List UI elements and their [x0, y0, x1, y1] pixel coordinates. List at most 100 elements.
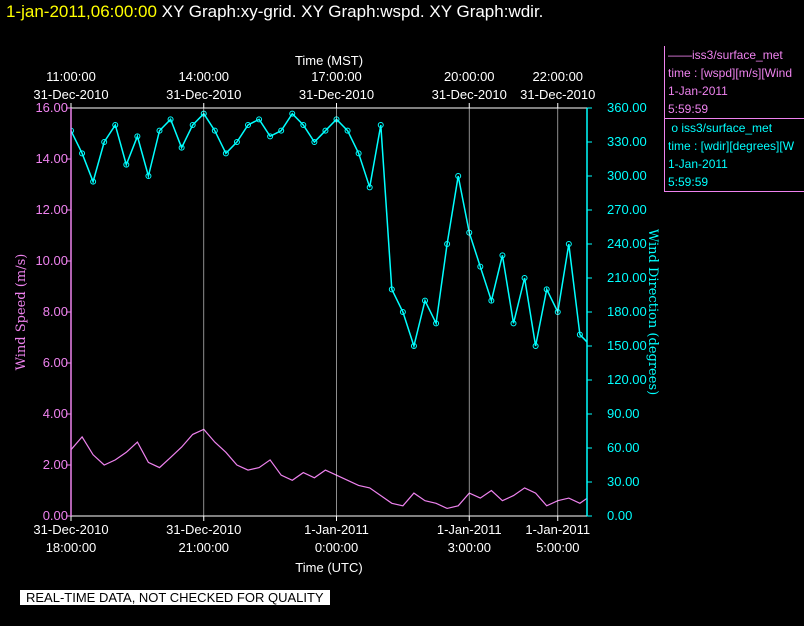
- x-bottom-tick-date-4: 1-Jan-2011: [525, 522, 590, 537]
- wdir-point-32: [422, 297, 428, 304]
- wdir-point-41: [521, 275, 528, 281]
- y-right-tick-label-11: 330.00: [607, 134, 647, 149]
- axis-top: 11:00:00 31-Dec-2010 14:00:00 31-Dec-2010 17…: [33, 69, 595, 108]
- y-right-tick-label-8: 240.00: [607, 236, 647, 251]
- axis-bottom-label: Time (UTC): [295, 560, 362, 575]
- y-left-tick-label-2: 4.00: [43, 406, 68, 421]
- x-top-tick-time-0: 11:00:00: [46, 69, 96, 84]
- wdir-point-19: [278, 127, 285, 134]
- wdir-point-20: [289, 110, 296, 117]
- wdir-point-2: [90, 178, 97, 185]
- x-top-tick-date-1: 31-Dec-2010: [166, 87, 241, 102]
- legend-wdir-date: 1-Jan-2011: [668, 157, 728, 171]
- legend-wdir-name: o iss3/surface_met: [668, 121, 773, 135]
- wdir-point-35: [455, 173, 462, 179]
- wdir-point-48: [600, 349, 605, 354]
- wdir-point-26: [355, 150, 362, 157]
- x-bottom-tick-date-2: 1-Jan-2011: [304, 522, 369, 537]
- wdir-point-43: [543, 286, 550, 293]
- x-bottom-tick-date-1: 31-Dec-2010: [166, 522, 241, 537]
- wdir-point-33: [433, 320, 440, 327]
- y-left-tick-label-8: 16.00: [35, 100, 68, 115]
- y-right-tick-label-1: 30.00: [607, 474, 640, 489]
- wdir-point-21: [300, 122, 307, 128]
- legend: ——iss3/surface_met time : [wspd][m/s][Wi…: [664, 46, 804, 192]
- legend-wdir-circle-icon: o: [668, 121, 682, 135]
- wdir-point-15: [233, 139, 240, 145]
- x-top-tick-time-4: 22:00:00: [532, 69, 583, 84]
- wdir-point-37: [477, 263, 484, 270]
- y-left-tick-label-1: 2.00: [43, 457, 68, 472]
- wdir-point-10: [178, 144, 185, 151]
- wdir-point-25: [344, 127, 351, 134]
- wdir-point-29: [388, 286, 395, 293]
- legend-wspd-line-icon: ——: [668, 48, 692, 62]
- wdir-point-46: [576, 331, 583, 338]
- legend-wdir-var: time : [wdir][degrees][W: [668, 139, 795, 153]
- wdir-point-34: [444, 241, 451, 247]
- wdir-point-5: [123, 161, 130, 168]
- wdir-point-28: [377, 122, 384, 128]
- x-bottom-tick-time-0: 18:00:00: [46, 540, 97, 555]
- x-top-tick-date-0: 31-Dec-2010: [33, 87, 108, 102]
- legend-wspd-date: 1-Jan-2011: [668, 84, 728, 98]
- wdir-point-39: [499, 252, 506, 259]
- x-top-tick-date-2: 31-Dec-2010: [299, 87, 374, 102]
- y-right-tick-label-12: 360.00: [607, 100, 647, 115]
- axis-right-label: Wind Direction (degrees): [645, 229, 660, 395]
- axis-top-label: Time (MST): [295, 53, 363, 68]
- y-left-tick-label-7: 14.00: [35, 151, 68, 166]
- y-left-tick-label-6: 12.00: [35, 202, 68, 217]
- wdir-point-6: [134, 133, 141, 140]
- qc-note: REAL-TIME DATA, NOT CHECKED FOR QUALITY: [20, 590, 330, 605]
- x-top-tick-time-3: 20:00:00: [444, 69, 495, 84]
- y-right-tick-label-6: 180.00: [607, 304, 647, 319]
- wdir-point-8: [156, 127, 163, 134]
- x-bottom-tick-time-4: 5:00:00: [536, 540, 579, 555]
- y-left-tick-label-5: 10.00: [35, 253, 68, 268]
- x-bottom-tick-date-3: 1-Jan-2011: [437, 522, 502, 537]
- wdir-point-7: [145, 173, 152, 179]
- wdir-point-13: [211, 127, 218, 134]
- y-right-tick-label-9: 270.00: [607, 202, 647, 217]
- x-top-tick-date-3: 31-Dec-2010: [432, 87, 507, 102]
- title-graphs: XY Graph:xy-grid. XY Graph:wspd. XY Grap…: [161, 2, 544, 21]
- y-left-tick-label-0: 0.00: [43, 508, 68, 523]
- wdir-point-17: [256, 116, 263, 123]
- y-left-tick-label-4: 8.00: [43, 304, 68, 319]
- x-bottom-tick-time-1: 21:00:00: [178, 540, 229, 555]
- title-date: 1-jan-2011,06:00:00: [6, 2, 157, 21]
- x-top-tick-date-4: 31-Dec-2010: [520, 87, 595, 102]
- legend-wspd-var: time : [wspd][m/s][Wind: [668, 66, 793, 80]
- wdir-point-31: [410, 343, 417, 349]
- wdir-point-18: [267, 133, 274, 140]
- y-right-tick-label-3: 90.00: [607, 406, 640, 421]
- wdir-point-11: [189, 122, 196, 128]
- wdir-point-3: [101, 139, 108, 145]
- x-bottom-tick-time-2: 0:00:00: [315, 540, 358, 555]
- chart-title: 1-jan-2011,06:00:00 XY Graph:xy-grid. XY…: [6, 2, 543, 22]
- y-right-tick-label-7: 210.00: [607, 270, 647, 285]
- wdir-point-4: [112, 122, 119, 128]
- grid-layer: [70, 108, 559, 516]
- y-right-tick-label-4: 120.00: [607, 372, 647, 387]
- legend-wdir: o iss3/surface_met time : [wdir][degrees…: [664, 119, 804, 192]
- legend-wdir-time: 5:59:59: [668, 175, 709, 189]
- x-bottom-tick-time-3: 3:00:00: [448, 540, 491, 555]
- legend-wspd-name: ——iss3/surface_met: [668, 48, 783, 62]
- wdir-point-38: [488, 297, 495, 304]
- wdir-point-16: [245, 122, 251, 128]
- wdir-point-23: [322, 127, 329, 134]
- axis-left: 0.00 2.00 4.00 6.00 8.00 10.00 12.00 14.00 16.00: [35, 100, 72, 523]
- y-right-tick-label-0: 0.00: [607, 508, 632, 523]
- wdir-point-30: [399, 309, 406, 315]
- wdir-point-22: [311, 139, 318, 145]
- wdir-point-1: [79, 150, 86, 157]
- wdir-point-9: [167, 116, 174, 123]
- y-right-tick-label-10: 300.00: [607, 168, 647, 183]
- y-left-tick-label-3: 6.00: [43, 355, 68, 370]
- legend-wspd: ——iss3/surface_met time : [wspd][m/s][Wi…: [664, 46, 804, 119]
- axis-bottom: 31-Dec-2010 18:00:00 31-Dec-2010 21:00:00 1-…: [33, 516, 590, 555]
- wdir-point-14: [222, 150, 229, 157]
